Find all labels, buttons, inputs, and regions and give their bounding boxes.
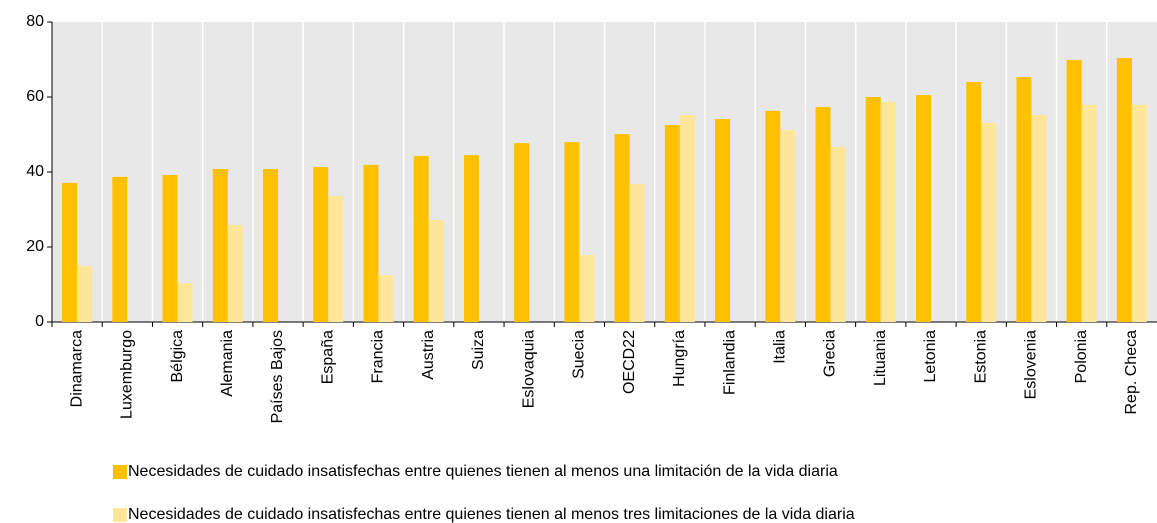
- x-tick-label: Países Bajos: [269, 330, 286, 423]
- bar: [313, 167, 329, 322]
- bar: [62, 182, 78, 322]
- bar: [413, 155, 429, 322]
- x-tick-label: Letonia: [922, 330, 939, 383]
- bar: [77, 266, 93, 322]
- bar: [815, 107, 831, 322]
- bar: [915, 95, 931, 322]
- bar: [715, 119, 731, 322]
- bar: [679, 115, 695, 322]
- bar: [212, 169, 228, 322]
- bar: [614, 134, 630, 322]
- bar: [112, 176, 128, 322]
- x-tick-label: Luxemburgo: [119, 330, 136, 419]
- x-tick-label: Austria: [420, 330, 437, 380]
- y-tick-label: 0: [35, 313, 44, 330]
- x-tick-label: Francia: [370, 330, 387, 383]
- y-tick-label: 20: [26, 238, 44, 255]
- bar: [1116, 58, 1132, 322]
- bar: [1081, 104, 1097, 322]
- bar: [780, 130, 796, 322]
- x-tick-label: Lituania: [872, 330, 889, 386]
- bar: [765, 110, 781, 322]
- bar: [328, 196, 344, 322]
- bar: [363, 164, 379, 322]
- x-tick-label: Suiza: [470, 330, 487, 370]
- bar: [664, 125, 680, 322]
- bar: [378, 275, 394, 322]
- x-tick-label: Finlandia: [721, 330, 738, 395]
- bar: [1066, 59, 1082, 322]
- x-tick-label: España: [319, 330, 336, 384]
- y-tick-label: 40: [26, 163, 44, 180]
- bar: [564, 142, 580, 322]
- bar: [981, 122, 997, 322]
- bar: [1031, 115, 1047, 322]
- bar: [629, 184, 645, 322]
- legend-label: Necesidades de cuidado insatisfechas ent…: [128, 506, 855, 523]
- bar: [880, 101, 896, 322]
- y-tick-label: 80: [26, 13, 44, 30]
- bar: [162, 175, 178, 322]
- legend-swatch: [113, 465, 127, 479]
- bar: [514, 143, 530, 322]
- x-tick-label: Grecia: [822, 330, 839, 377]
- legend-label: Necesidades de cuidado insatisfechas ent…: [128, 463, 838, 480]
- x-tick-label: Polonia: [1073, 330, 1090, 383]
- bar: [177, 283, 193, 322]
- x-tick-label: OECD22: [621, 330, 638, 394]
- x-tick-label: Rep. Checa: [1123, 330, 1140, 415]
- x-tick-label: Suecia: [571, 330, 588, 379]
- bar: [428, 220, 444, 322]
- y-tick-label: 60: [26, 88, 44, 105]
- legend-swatch: [113, 508, 127, 522]
- bar: [263, 169, 279, 322]
- bar: [579, 254, 595, 322]
- x-tick-label: Dinamarca: [68, 330, 85, 407]
- x-tick-label: Hungría: [671, 330, 688, 387]
- x-tick-label: Italia: [772, 330, 789, 364]
- x-tick-label: Eslovenia: [1023, 330, 1040, 399]
- bar: [1016, 77, 1032, 322]
- x-tick-label: Estonia: [972, 330, 989, 383]
- bar: [1131, 104, 1147, 322]
- bar: [463, 155, 479, 322]
- bar: [865, 97, 881, 322]
- x-tick-label: Bélgica: [169, 330, 186, 383]
- x-tick-label: Eslovaquia: [520, 330, 537, 408]
- bar: [966, 82, 982, 322]
- bar: [830, 146, 846, 322]
- x-tick-label: Alemania: [219, 330, 236, 397]
- bar: [227, 224, 243, 322]
